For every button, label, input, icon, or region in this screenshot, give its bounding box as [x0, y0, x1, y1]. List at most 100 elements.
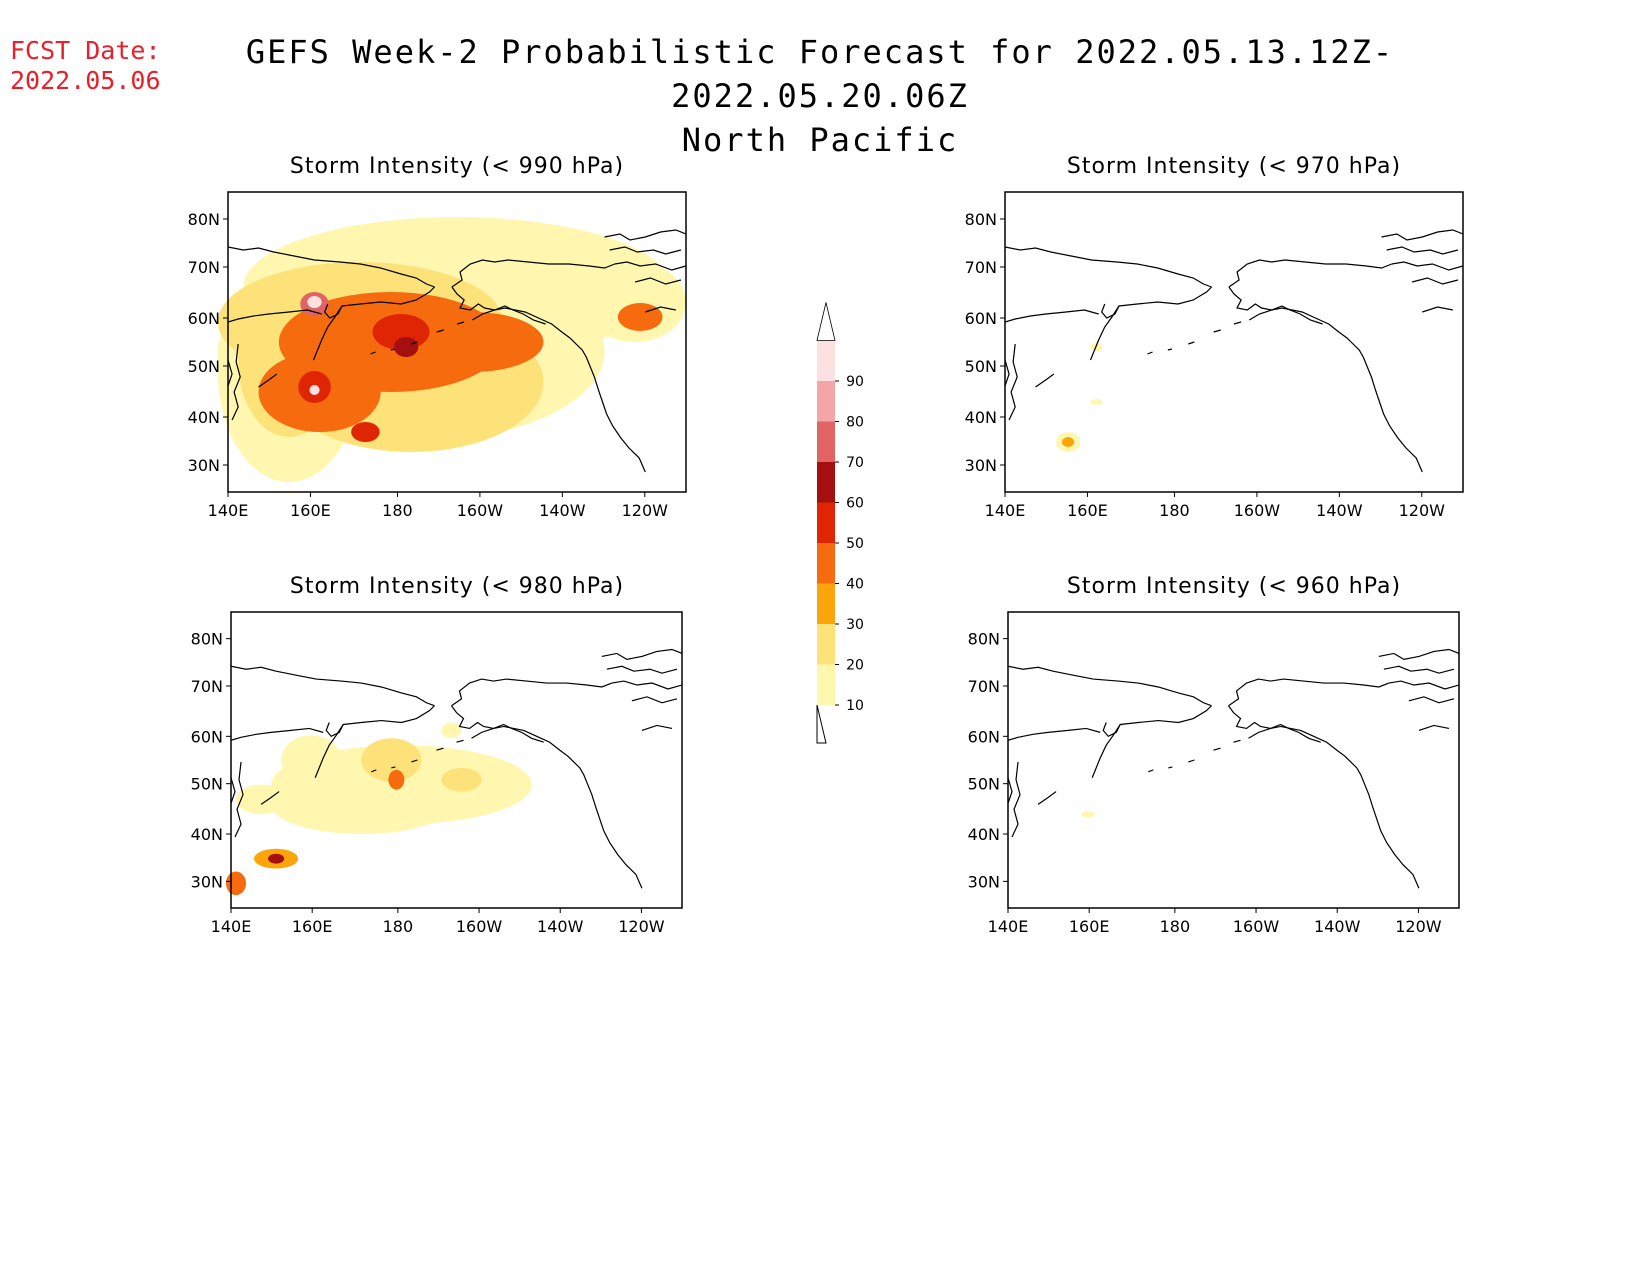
lat-tick-label: 40N [965, 408, 997, 427]
forecast-date-label: FCST Date: [10, 36, 161, 65]
lon-tick-label: 120W [618, 917, 665, 936]
lat-tick-label: 60N [965, 309, 997, 328]
probability-contour [351, 422, 380, 442]
colorbar-swatch [817, 624, 835, 665]
probability-field [1081, 811, 1096, 818]
colorbar-top-arrow [816, 302, 836, 341]
lon-tick-label: 140E [985, 501, 1026, 520]
lon-tick-label: 140E [211, 917, 252, 936]
lat-tick-label: 70N [188, 258, 220, 277]
colorbar-swatch [817, 462, 835, 503]
forecast-date-block: FCST Date: 2022.05.06 [10, 36, 161, 96]
lon-tick-label: 160W [1234, 501, 1281, 520]
map-frame [230, 611, 683, 909]
colorbar-swatch [817, 381, 835, 422]
lon-tick-label: 140E [208, 501, 249, 520]
lon-tick-label: 160W [456, 917, 503, 936]
lon-tick-label: 160E [1067, 501, 1108, 520]
probability-contour [617, 303, 663, 331]
lon-tick-label: 180 [1160, 917, 1191, 936]
lat-tick-label: 40N [968, 825, 1000, 844]
lon-tick-label: 180 [1159, 501, 1190, 520]
colorbar-label: 50 [846, 536, 864, 552]
probability-field [217, 217, 686, 482]
lon-tick-label: 120W [1399, 501, 1446, 520]
probability-contour [236, 784, 287, 815]
lat-tick-label: 30N [965, 456, 997, 475]
colorbar-swatch [817, 543, 835, 584]
lon-tick-label: 160W [1233, 917, 1280, 936]
probability-contour [271, 774, 452, 835]
colorbar: 10 20 30 40 50 60 70 80 90 [816, 302, 864, 744]
lat-tick-label: 30N [191, 872, 223, 891]
coastline [1008, 648, 1459, 889]
lat-tick-label: 60N [191, 727, 223, 746]
panel-p980: Storm Intensity (< 980 hPa) 140E 160E 180 16… [191, 574, 683, 936]
probability-contour [1061, 437, 1075, 447]
title-line-1: GEFS Week-2 Probabilistic Forecast for 2… [245, 33, 1395, 115]
lon-tick-label: 120W [1395, 917, 1442, 936]
panel-title: Storm Intensity (< 990 hPa) [290, 154, 624, 179]
lat-tick-label: 50N [965, 357, 997, 376]
lat-tick-label: 70N [968, 677, 1000, 696]
panel-p990: Storm Intensity (< 990 hPa) 140E 160E 180 16… [188, 154, 687, 520]
colorbar-label: 90 [846, 374, 864, 390]
colorbar-label: 30 [846, 617, 864, 633]
colorbar-label: 10 [846, 698, 864, 714]
lat-tick-label: 50N [968, 775, 1000, 794]
lat-tick-label: 80N [191, 630, 223, 649]
lat-tick-label: 80N [968, 630, 1000, 649]
colorbar-swatch [817, 502, 835, 543]
lon-tick-label: 180 [383, 917, 414, 936]
probability-contour [1090, 399, 1103, 405]
lon-tick-label: 140W [539, 501, 586, 520]
panel-title: Storm Intensity (< 970 hPa) [1067, 154, 1401, 179]
page-title: GEFS Week-2 Probabilistic Forecast for 2… [160, 30, 1480, 162]
lon-tick-label: 140W [1314, 917, 1361, 936]
panel-title: Storm Intensity (< 960 hPa) [1067, 574, 1401, 599]
panel-p960: Storm Intensity (< 960 hPa) 140E 160E 180 16… [968, 574, 1460, 936]
colorbar-label: 70 [846, 455, 864, 471]
colorbar-bottom-arrow [816, 704, 827, 744]
lat-tick-label: 70N [965, 258, 997, 277]
probability-contour [281, 735, 342, 785]
colorbar-swatch [817, 421, 835, 462]
panel-p970: Storm Intensity (< 970 hPa) 140E 160E 180 16… [965, 154, 1464, 520]
lat-tick-label: 40N [191, 825, 223, 844]
probability-contour [1090, 343, 1103, 351]
probability-contour [401, 312, 544, 372]
lon-tick-label: 140E [988, 917, 1029, 936]
lat-tick-label: 60N [968, 727, 1000, 746]
probability-contour [388, 769, 405, 790]
probability-contour [307, 296, 322, 308]
probability-contour [1081, 811, 1096, 818]
colorbar-swatch [817, 340, 835, 381]
lon-tick-label: 160W [457, 501, 504, 520]
lat-tick-label: 40N [188, 408, 220, 427]
colorbar-label: 40 [846, 577, 864, 593]
panel-title: Storm Intensity (< 980 hPa) [290, 574, 624, 599]
lat-tick-label: 80N [965, 210, 997, 229]
lat-tick-label: 70N [191, 677, 223, 696]
lat-tick-label: 50N [188, 357, 220, 376]
forecast-date-value: 2022.05.06 [10, 66, 161, 95]
lon-tick-label: 160E [290, 501, 331, 520]
lon-tick-label: 140W [537, 917, 584, 936]
lon-tick-label: 160E [1069, 917, 1110, 936]
lat-tick-label: 80N [188, 210, 220, 229]
lon-tick-label: 140W [1316, 501, 1363, 520]
probability-contour [225, 871, 247, 896]
lon-tick-label: 120W [622, 501, 669, 520]
colorbar-swatch [817, 583, 835, 624]
map-frame [227, 191, 687, 493]
probability-contour [441, 722, 462, 739]
lat-tick-label: 30N [968, 872, 1000, 891]
title-line-2: North Pacific [681, 121, 959, 159]
colorbar-label: 20 [846, 658, 864, 674]
map-frame [1004, 191, 1464, 493]
map-frame [1007, 611, 1460, 909]
probability-field [225, 722, 532, 896]
probability-contour [393, 337, 419, 357]
colorbar-label: 60 [846, 496, 864, 512]
